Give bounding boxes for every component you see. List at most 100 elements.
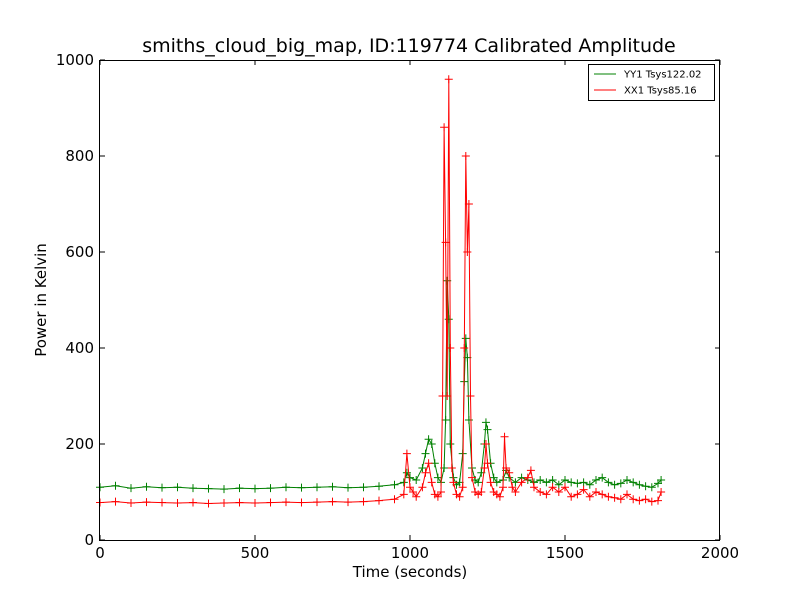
data-point — [418, 483, 427, 492]
data-point — [189, 484, 197, 493]
data-point — [463, 248, 472, 256]
data-point — [480, 464, 489, 472]
data-point — [499, 483, 507, 492]
data-point — [446, 344, 455, 352]
series-yy1 — [96, 276, 666, 494]
data-point — [142, 482, 151, 491]
x-axis-ticks: 0 500 1000 1500 2000 — [95, 60, 739, 562]
data-point — [623, 476, 631, 484]
plot-area — [96, 75, 666, 508]
data-point — [598, 473, 607, 482]
data-point — [616, 495, 625, 504]
data-point — [495, 492, 504, 501]
data-point — [437, 488, 445, 496]
data-point — [402, 449, 411, 458]
data-point — [173, 483, 182, 492]
data-point — [554, 488, 563, 496]
y-tick-label: 200 — [65, 435, 94, 453]
data-point — [523, 473, 532, 482]
data-point — [635, 480, 644, 489]
data-point — [464, 200, 473, 208]
data-point — [421, 468, 430, 477]
data-point — [390, 495, 399, 504]
data-point — [406, 483, 414, 492]
data-point — [390, 480, 399, 489]
data-point — [406, 473, 414, 482]
legend-box — [588, 64, 715, 101]
data-point — [610, 480, 619, 489]
data-point — [204, 499, 213, 508]
data-point — [433, 492, 442, 501]
data-point — [297, 498, 306, 507]
data-point — [579, 485, 588, 494]
data-point — [486, 478, 495, 487]
data-point — [542, 478, 551, 487]
y-tick-label: 1000 — [56, 51, 94, 69]
data-point — [536, 476, 545, 484]
data-point — [220, 485, 228, 494]
data-point — [418, 464, 427, 472]
data-point — [641, 482, 650, 491]
data-point — [375, 482, 383, 491]
data-point — [623, 490, 631, 499]
data-point — [635, 496, 644, 505]
data-point — [573, 490, 582, 499]
data-point — [567, 492, 576, 501]
data-point — [127, 499, 135, 508]
chart-title: smiths_cloud_big_map, ID:119774 Calibrat… — [142, 35, 676, 57]
data-point — [441, 238, 450, 247]
data-point — [464, 416, 473, 424]
data-point — [127, 484, 135, 493]
data-point — [359, 483, 368, 492]
data-point — [399, 490, 408, 499]
data-point — [235, 484, 244, 493]
data-point — [647, 497, 656, 506]
data-point — [266, 484, 275, 493]
data-point — [477, 488, 486, 496]
data-point — [282, 483, 290, 492]
data-point — [505, 468, 514, 477]
data-point — [158, 498, 166, 507]
data-point — [409, 488, 418, 496]
data-point — [440, 123, 449, 132]
data-point — [433, 473, 442, 482]
series-line — [99, 280, 662, 490]
data-point — [629, 495, 638, 504]
data-point — [500, 432, 509, 441]
y-tick-label: 400 — [65, 339, 94, 357]
data-point — [585, 492, 594, 501]
data-point — [328, 497, 337, 506]
data-point — [220, 499, 228, 508]
data-point — [297, 483, 306, 492]
data-point — [481, 418, 490, 427]
data-point — [654, 496, 662, 505]
data-point — [424, 459, 433, 468]
data-point — [616, 479, 625, 488]
data-point — [111, 497, 120, 506]
data-point — [517, 478, 526, 487]
data-point — [530, 483, 538, 492]
data-point — [508, 483, 517, 492]
series-xx1 — [96, 75, 666, 508]
data-point — [142, 498, 151, 507]
data-point — [598, 490, 607, 499]
data-point — [204, 484, 213, 493]
y-axis-ticks: 0 200 400 600 800 1000 — [56, 51, 720, 549]
data-point — [328, 482, 337, 491]
data-point — [629, 478, 638, 487]
data-point — [344, 483, 352, 492]
data-point — [441, 416, 450, 424]
data-point — [251, 499, 259, 508]
x-tick-label: 0 — [95, 544, 105, 562]
data-point — [468, 473, 476, 482]
data-point — [548, 483, 557, 492]
data-point — [592, 476, 600, 484]
data-point — [344, 498, 352, 507]
data-point — [427, 440, 436, 448]
legend: YY1 Tsys122.02 XX1 Tsys85.16 — [588, 64, 715, 101]
data-point — [502, 464, 511, 472]
data-point — [526, 466, 535, 475]
x-axis-label: Time (seconds) — [352, 563, 468, 581]
data-point — [399, 478, 408, 487]
